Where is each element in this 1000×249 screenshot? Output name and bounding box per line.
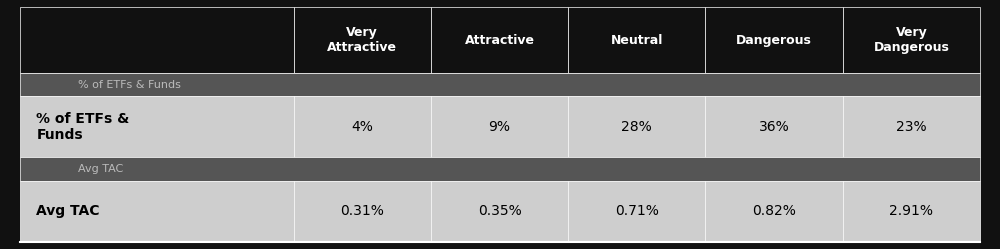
Bar <box>843 96 980 157</box>
Bar <box>20 7 294 73</box>
Bar <box>20 157 980 181</box>
Text: 36%: 36% <box>759 120 789 134</box>
Bar <box>20 73 980 96</box>
Text: Avg TAC: Avg TAC <box>78 164 123 174</box>
Text: 0.31%: 0.31% <box>340 204 384 218</box>
Text: % of ETFs &
Funds: % of ETFs & Funds <box>36 112 130 142</box>
Bar <box>568 7 705 73</box>
Text: Neutral: Neutral <box>611 34 663 47</box>
Bar <box>294 96 431 157</box>
Bar <box>843 7 980 73</box>
Text: % of ETFs & Funds: % of ETFs & Funds <box>78 80 180 90</box>
Text: 2.91%: 2.91% <box>889 204 933 218</box>
Bar <box>294 181 431 242</box>
Bar <box>431 96 568 157</box>
Text: 0.71%: 0.71% <box>615 204 659 218</box>
Text: 9%: 9% <box>489 120 511 134</box>
Bar <box>705 96 843 157</box>
Text: 28%: 28% <box>621 120 652 134</box>
Text: 0.82%: 0.82% <box>752 204 796 218</box>
Text: Very
Dangerous: Very Dangerous <box>873 26 949 54</box>
Text: 4%: 4% <box>351 120 373 134</box>
Bar <box>20 96 294 157</box>
Bar <box>294 7 431 73</box>
Bar <box>568 96 705 157</box>
Text: Very
Attractive: Very Attractive <box>327 26 397 54</box>
Bar <box>431 7 568 73</box>
Bar <box>568 181 705 242</box>
Bar <box>705 181 843 242</box>
Bar <box>705 7 843 73</box>
Text: Avg TAC: Avg TAC <box>36 204 100 218</box>
Bar <box>20 181 294 242</box>
Text: 0.35%: 0.35% <box>478 204 521 218</box>
Text: Dangerous: Dangerous <box>736 34 812 47</box>
Bar <box>431 181 568 242</box>
Text: Attractive: Attractive <box>465 34 535 47</box>
Bar <box>843 181 980 242</box>
Text: 23%: 23% <box>896 120 927 134</box>
